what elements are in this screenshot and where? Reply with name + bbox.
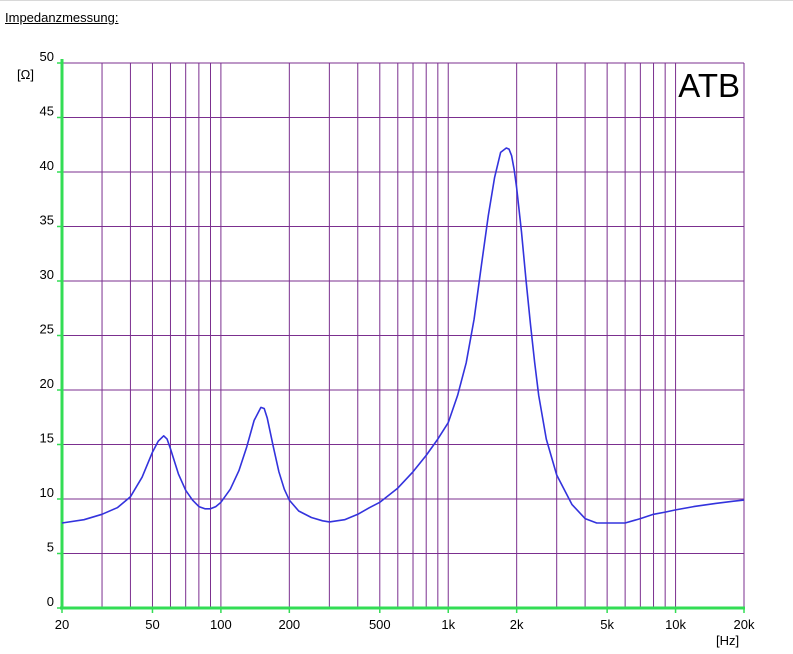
x-tick-label: 20 <box>55 617 69 632</box>
y-tick-label: 15 <box>40 431 54 446</box>
x-tick-label: 5k <box>600 617 614 632</box>
x-tick-label: 50 <box>145 617 159 632</box>
y-tick-label: 50 <box>40 49 54 64</box>
y-tick-label: 20 <box>40 376 54 391</box>
x-tick-label: 500 <box>369 617 391 632</box>
y-tick-label: 35 <box>40 213 54 228</box>
y-tick-label: 10 <box>40 485 54 500</box>
x-tick-label: 10k <box>665 617 686 632</box>
page-heading: Impedanzmessung: <box>5 10 119 25</box>
grid-layer <box>61 62 745 609</box>
y-axis-unit-label: [Ω] <box>17 67 34 82</box>
top-rule <box>0 0 793 1</box>
x-tick-label: 200 <box>278 617 300 632</box>
x-tick-label: 1k <box>441 617 455 632</box>
y-tick-label: 0 <box>47 594 54 609</box>
y-tick-label: 40 <box>40 158 54 173</box>
y-tick-label: 45 <box>40 104 54 119</box>
y-tick-label: 30 <box>40 267 54 282</box>
impedance-curve <box>61 147 745 524</box>
x-tick-label: 100 <box>210 617 232 632</box>
axis-layer <box>57 59 745 613</box>
x-tick-label: 20k <box>734 617 755 632</box>
x-axis-unit-label: [Hz] <box>716 633 739 648</box>
y-tick-label: 5 <box>47 540 54 555</box>
y-tick-label: 25 <box>40 322 54 337</box>
chart-title: ATB <box>678 67 740 104</box>
x-tick-label: 2k <box>510 617 524 632</box>
label-layer: 0 5 10 15 20 25 30 35 40 45 50 20 50 100 200 500 1k 2k 5k 1… <box>40 49 755 632</box>
